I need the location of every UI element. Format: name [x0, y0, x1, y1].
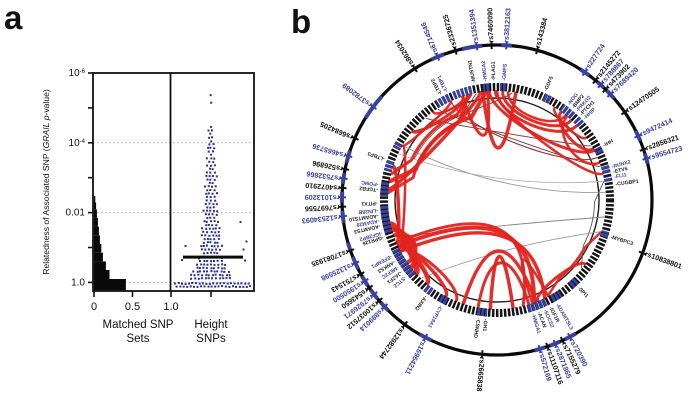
svg-text:-RUNX2: -RUNX2 — [611, 159, 631, 170]
svg-text:rs12534093: rs12534093 — [301, 213, 341, 226]
svg-text:-PLAG1: -PLAG1 — [491, 61, 497, 80]
svg-text:0.01: 0.01 — [66, 208, 86, 219]
svg-text:SNPs: SNPs — [196, 333, 226, 345]
svg-text:10-6: 10-6 — [69, 68, 86, 79]
svg-text:-TGFB2: -TGFB2 — [359, 185, 378, 193]
svg-text:-ACAN: -ACAN — [536, 311, 548, 329]
svg-text:-CSNHD: -CSNHD — [472, 317, 481, 338]
svg-text:0: 0 — [91, 301, 97, 313]
svg-text:-PITX1: -PITX1 — [361, 200, 377, 206]
svg-text:-GH1: -GH1 — [481, 319, 488, 332]
svg-text:-LIN28B: -LIN28B — [358, 207, 378, 215]
svg-text:Sets: Sets — [126, 333, 149, 345]
svg-text:1.0: 1.0 — [71, 277, 85, 288]
svg-text:rs7460090: rs7460090 — [485, 8, 495, 43]
svg-text:-ADAM28: -ADAM28 — [356, 217, 380, 227]
svg-text:-MUSTN1: -MUSTN1 — [467, 59, 477, 83]
svg-text:rs4072910: rs4072910 — [305, 181, 340, 193]
svg-text:-ADAMTS10: -ADAMTS10 — [349, 212, 379, 222]
svg-text:-ETV6: -ETV6 — [613, 166, 629, 175]
svg-text:rs7697556: rs7697556 — [305, 203, 340, 214]
svg-text:rs1013209: rs1013209 — [305, 193, 340, 203]
svg-text:1.0: 1.0 — [163, 301, 178, 313]
svg-text:-HMGA2: -HMGA2 — [481, 60, 489, 81]
svg-text:-POMC: -POMC — [361, 179, 379, 187]
svg-text:Height: Height — [194, 319, 228, 331]
svg-text:-GMPS: -GMPS — [502, 63, 509, 81]
svg-text:rs2665838: rs2665838 — [475, 356, 487, 391]
svg-text:-CUGBP1: -CUGBP1 — [615, 179, 639, 188]
svg-text:-ADAMTS3: -ADAMTS3 — [353, 223, 381, 235]
svg-text:-LTBP3: -LTBP3 — [367, 150, 386, 162]
svg-text:a: a — [4, 0, 23, 36]
svg-text:-HMGA1: -HMGA1 — [530, 313, 542, 334]
svg-text:-FLI1: -FLI1 — [614, 172, 627, 180]
svg-text:b: b — [291, 3, 311, 40]
svg-text:-IHH: -IHH — [602, 138, 614, 148]
svg-text:Relatedness of Associated SNP: Relatedness of Associated SNP (GRAIL p-v… — [41, 89, 51, 275]
svg-text:Matched SNP: Matched SNP — [103, 319, 174, 331]
svg-text:10-4: 10-4 — [69, 138, 86, 149]
svg-text:rs3812163: rs3812163 — [502, 8, 513, 43]
svg-text:-GDF5: -GDF5 — [543, 75, 555, 92]
svg-text:0.5: 0.5 — [125, 301, 140, 313]
